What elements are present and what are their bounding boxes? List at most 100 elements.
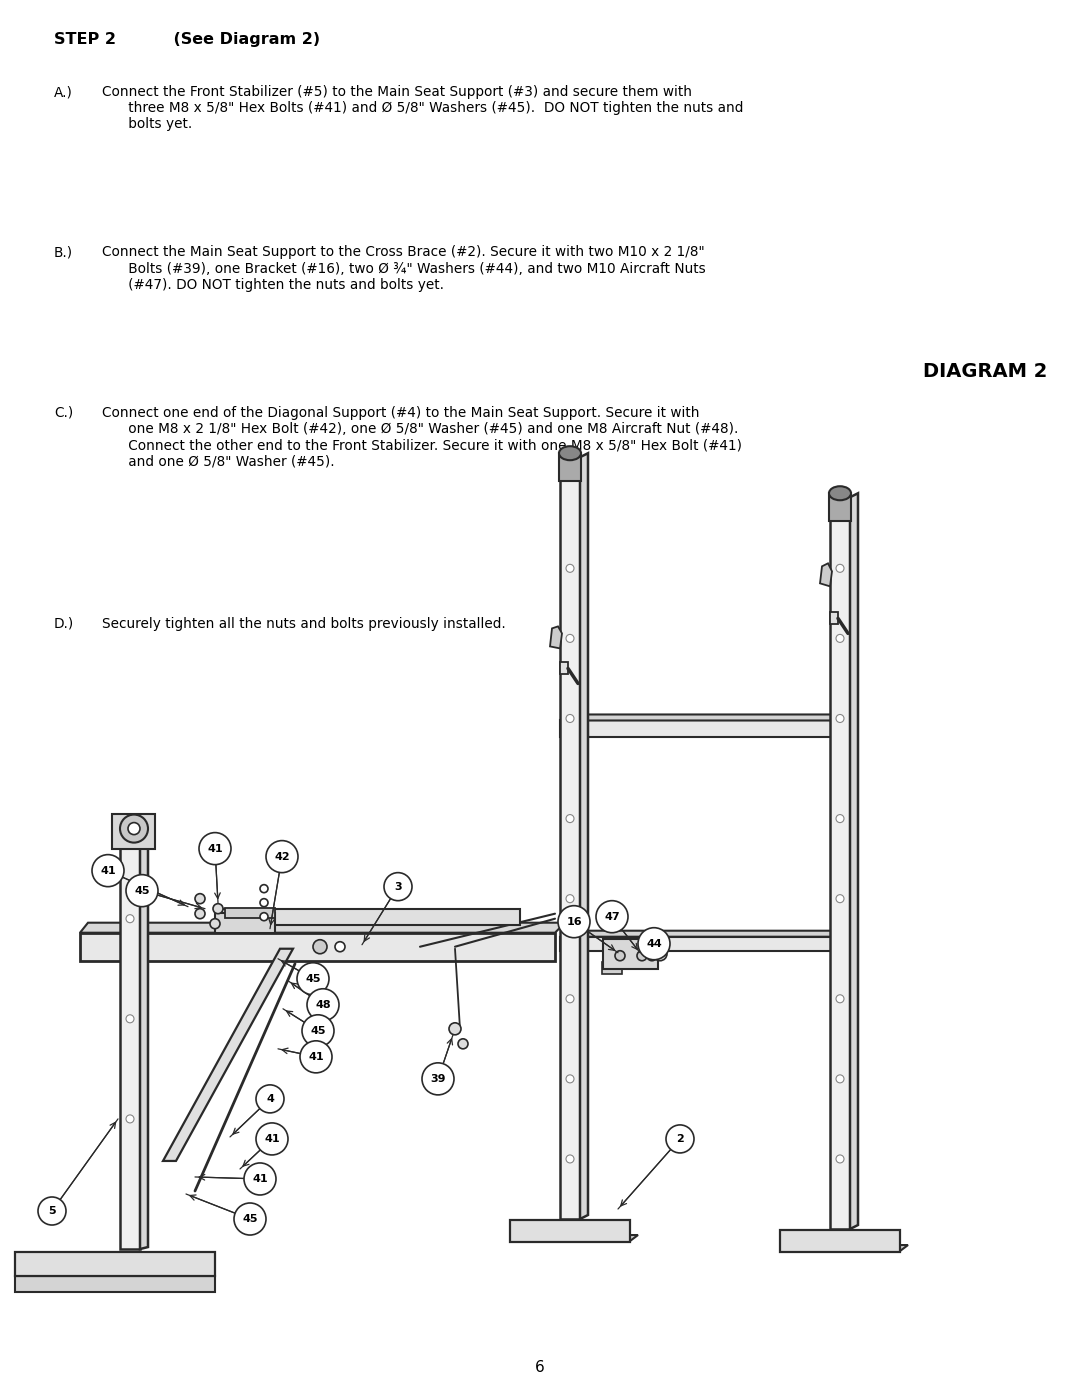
Circle shape (126, 1115, 134, 1123)
Ellipse shape (559, 446, 581, 460)
Polygon shape (80, 922, 565, 933)
Polygon shape (510, 1235, 638, 1241)
Polygon shape (561, 714, 858, 721)
Circle shape (260, 912, 268, 921)
Circle shape (836, 1074, 843, 1083)
Polygon shape (580, 453, 588, 1220)
Text: 41: 41 (265, 1134, 280, 1144)
Text: 41: 41 (100, 866, 116, 876)
Circle shape (566, 1155, 573, 1162)
Circle shape (126, 875, 158, 907)
Text: B.): B.) (54, 246, 73, 260)
Circle shape (836, 634, 843, 643)
Text: Connect the Front Stabilizer (#5) to the Main Seat Support (#3) and secure them : Connect the Front Stabilizer (#5) to the… (102, 85, 743, 131)
Polygon shape (831, 612, 838, 624)
Polygon shape (561, 721, 850, 736)
Circle shape (653, 947, 667, 961)
Circle shape (234, 1203, 266, 1235)
Bar (829, 493, 851, 521)
Text: Securely tighten all the nuts and bolts previously installed.: Securely tighten all the nuts and bolts … (102, 617, 505, 631)
Text: 41: 41 (207, 844, 222, 854)
Circle shape (566, 634, 573, 643)
Circle shape (302, 1014, 334, 1046)
Text: A.): A.) (54, 85, 72, 99)
Bar (225, 908, 275, 918)
Circle shape (566, 564, 573, 573)
Circle shape (260, 884, 268, 893)
Circle shape (195, 908, 205, 919)
Text: STEP 2: STEP 2 (54, 32, 116, 47)
Circle shape (836, 814, 843, 823)
Circle shape (558, 905, 590, 937)
Circle shape (126, 915, 134, 922)
Text: DIAGRAM 2: DIAGRAM 2 (923, 362, 1048, 381)
Polygon shape (112, 813, 156, 848)
Text: 41: 41 (308, 1052, 324, 1062)
Text: 44: 44 (646, 939, 662, 949)
Text: 45: 45 (134, 886, 150, 895)
Text: 41: 41 (253, 1173, 268, 1185)
Bar (780, 1229, 900, 1252)
Text: (See Diagram 2): (See Diagram 2) (151, 32, 321, 47)
Text: 45: 45 (242, 1214, 258, 1224)
Text: 45: 45 (306, 974, 321, 983)
Text: 4: 4 (266, 1094, 274, 1104)
Circle shape (566, 814, 573, 823)
Circle shape (210, 919, 220, 929)
Circle shape (199, 833, 231, 865)
Bar (603, 939, 658, 968)
Text: Connect the Main Seat Support to the Cross Brace (#2). Secure it with two M10 x : Connect the Main Seat Support to the Cro… (102, 246, 705, 292)
Circle shape (836, 995, 843, 1003)
Polygon shape (120, 819, 140, 1249)
Text: C.): C.) (54, 405, 73, 419)
Circle shape (566, 714, 573, 722)
Circle shape (615, 951, 625, 961)
Circle shape (637, 951, 647, 961)
Text: 48: 48 (315, 1000, 330, 1010)
Circle shape (566, 894, 573, 902)
Text: D.): D.) (54, 617, 75, 631)
Circle shape (297, 963, 329, 995)
Circle shape (213, 904, 222, 914)
Circle shape (836, 714, 843, 722)
Circle shape (244, 1162, 276, 1194)
Circle shape (836, 894, 843, 902)
Circle shape (307, 989, 339, 1021)
Circle shape (638, 928, 670, 960)
Bar (559, 453, 581, 481)
Polygon shape (561, 453, 580, 1220)
Circle shape (666, 1125, 694, 1153)
Circle shape (422, 1063, 454, 1095)
Circle shape (129, 823, 140, 834)
Circle shape (38, 1197, 66, 1225)
Text: 2: 2 (676, 1134, 684, 1144)
Polygon shape (850, 493, 858, 1229)
Circle shape (256, 1085, 284, 1113)
Circle shape (566, 1074, 573, 1083)
Polygon shape (80, 933, 555, 961)
Text: 45: 45 (310, 1025, 326, 1035)
Circle shape (335, 942, 345, 951)
Polygon shape (780, 1245, 908, 1252)
Circle shape (92, 855, 124, 887)
Circle shape (657, 951, 663, 957)
Polygon shape (561, 937, 850, 951)
Circle shape (647, 951, 657, 961)
Text: 39: 39 (430, 1074, 446, 1084)
Bar (15, 1252, 215, 1275)
Polygon shape (220, 908, 519, 925)
Circle shape (566, 995, 573, 1003)
Text: 6: 6 (535, 1359, 545, 1375)
Text: 47: 47 (604, 912, 620, 922)
Ellipse shape (829, 486, 851, 500)
Circle shape (449, 1023, 461, 1035)
Polygon shape (820, 563, 832, 587)
Polygon shape (140, 819, 148, 1249)
Polygon shape (561, 930, 858, 937)
Polygon shape (550, 626, 562, 648)
Circle shape (596, 901, 627, 933)
Bar (15, 1275, 215, 1292)
Polygon shape (831, 493, 850, 1229)
Polygon shape (602, 961, 622, 974)
Text: 42: 42 (274, 852, 289, 862)
